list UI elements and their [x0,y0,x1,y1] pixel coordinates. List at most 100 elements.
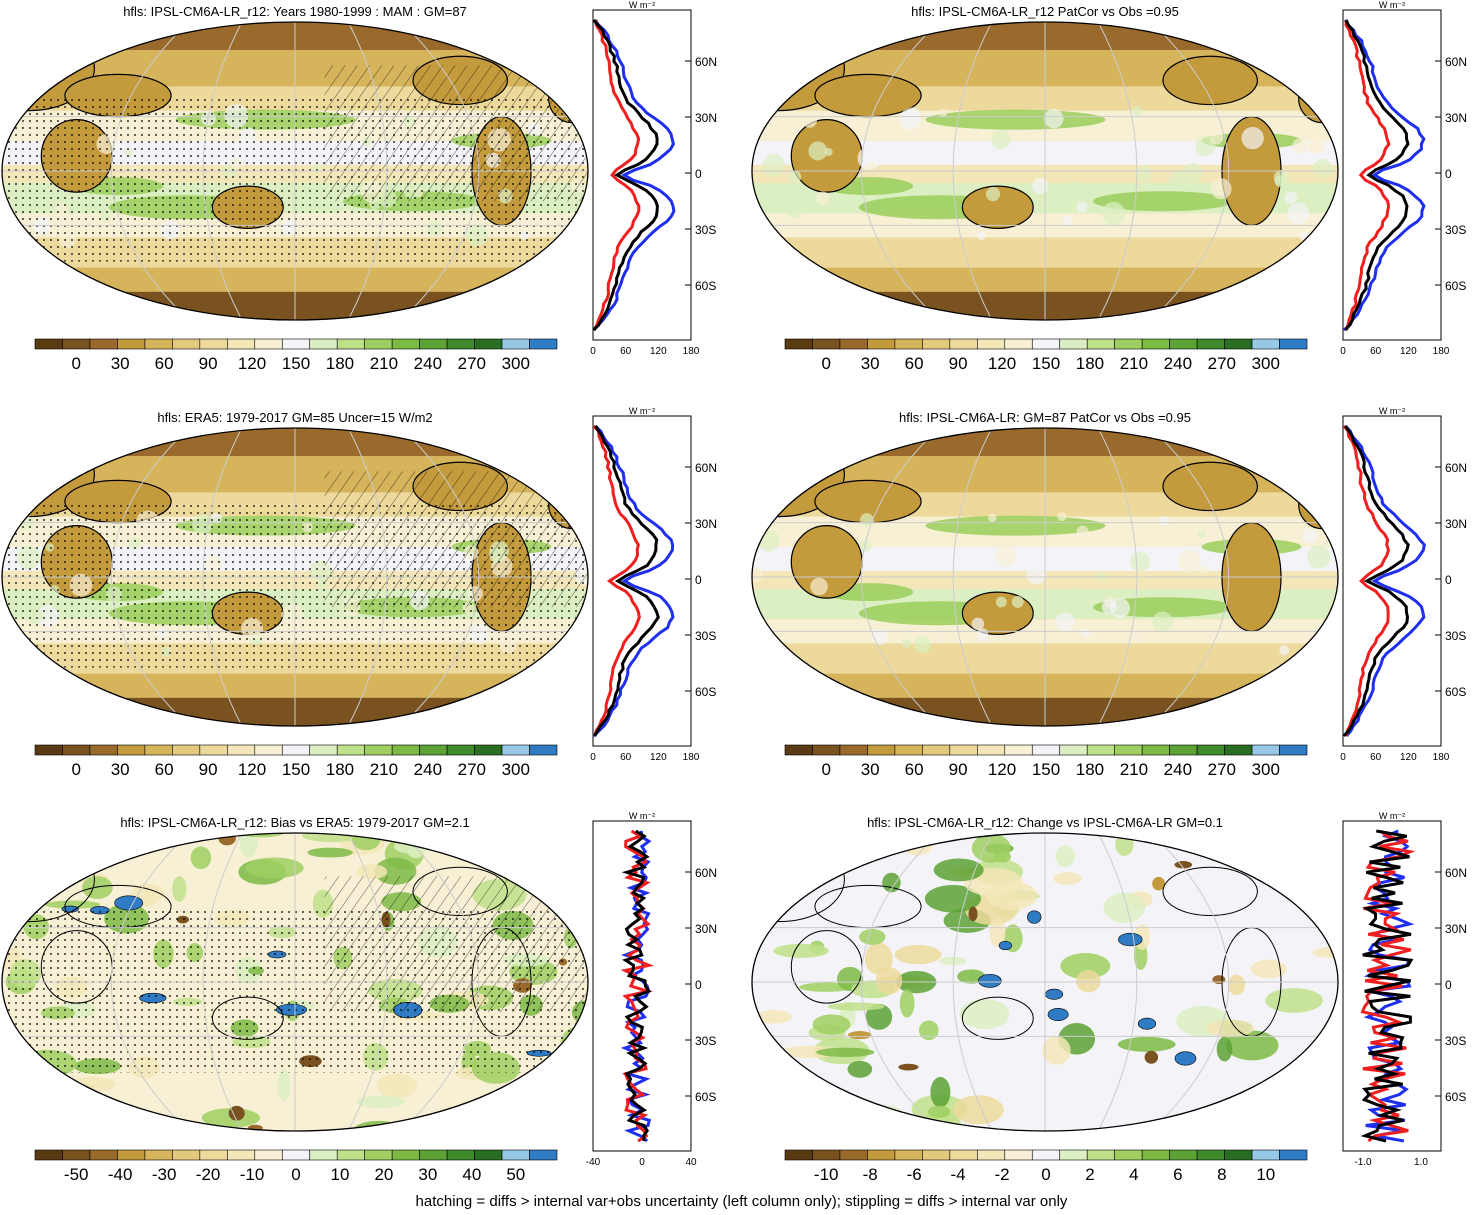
lat-label: 0 [695,978,702,992]
lat-label: 60N [695,866,717,880]
lat-label: 0 [1445,978,1452,992]
colorbar-tick-label: 30 [861,760,880,779]
panel-title: hfls: IPSL-CM6A-LR_r12 PatCor vs Obs =0.… [911,4,1179,19]
lat-label: 30N [1445,111,1467,125]
lat-label: 0 [1445,167,1452,181]
colorbar-tick-label: 120 [988,354,1016,373]
lat-label: 30S [695,629,716,643]
colorbar-tick-label: 2 [1085,1165,1094,1184]
profile-x-tick: 60 [1370,752,1382,763]
colorbar-tick-label: -40 [108,1165,133,1184]
colorbar-tick-label: 4 [1129,1165,1138,1184]
lat-label: 30S [1445,1034,1466,1048]
profile-units: W m⁻² [629,811,655,821]
lat-label: 60N [1445,866,1467,880]
colorbar-tick-label: 60 [905,354,924,373]
colorbar-tick-label: 10 [1256,1165,1275,1184]
colorbar-tick-label: 210 [1120,760,1148,779]
colorbar-tick-label: -50 [64,1165,89,1184]
colorbar: -10 -8 -6 -4 -2 0 2 4 6 8 10 [784,1149,1308,1184]
colorbar-tick-label: 50 [506,1165,525,1184]
colorbar-tick-label: 150 [282,760,310,779]
profile-units: W m⁻² [1379,811,1405,821]
colorbar-tick-label: 90 [949,354,968,373]
colorbar-tick-label: 60 [155,354,174,373]
lat-label: 30S [1445,629,1466,643]
colorbar-tick-label: 210 [370,760,398,779]
zonal-profile: W m⁻² 60N 30N 0 30S 60S 0 60 120 180 [1340,0,1467,357]
colorbar-tick-label: -8 [863,1165,878,1184]
colorbar-tick-label: 300 [1252,760,1280,779]
lat-label: 60S [695,685,716,699]
lat-label: 30N [695,922,717,936]
profile-x-tick: 60 [620,752,632,763]
profile-x-tick: 60 [1370,346,1382,357]
colorbar-tick-label: 0 [821,760,830,779]
colorbar-tick-label: 90 [199,760,218,779]
lat-label: 0 [695,573,702,587]
lat-label: 60N [695,461,717,475]
lat-label: 30N [1445,922,1467,936]
colorbar-tick-label: 300 [502,760,530,779]
profile-x-tick: 0 [1340,346,1346,357]
zonal-profile: W m⁻² 60N 30N 0 30S 60S 0 60 120 180 [590,406,717,763]
colorbar-tick-label: 270 [458,760,486,779]
colorbar-tick-label: 210 [370,354,398,373]
colorbar-tick-label: -10 [240,1165,265,1184]
lat-label: 30S [695,1034,716,1048]
colorbar-tick-label: 90 [949,760,968,779]
profile-x-tick: 120 [1400,346,1417,357]
lat-label: 30S [1445,223,1466,237]
lat-label: 30N [695,111,717,125]
colorbar-tick-label: 150 [1032,354,1060,373]
colorbar-tick-label: 300 [1252,354,1280,373]
colorbar-tick-label: 300 [502,354,530,373]
colorbar-tick-label: 60 [155,760,174,779]
colorbar-tick-label: 0 [71,354,80,373]
profile-x-tick: 0 [590,346,596,357]
colorbar-tick-label: 240 [1164,354,1192,373]
lat-label: 60S [1445,1090,1466,1104]
profile-x-tick: 60 [620,346,632,357]
zonal-profile: W m⁻² 60N 30N 0 30S 60S 0 60 120 180 [590,0,717,357]
colorbar-tick-label: 30 [418,1165,437,1184]
profile-x-tick: 180 [683,346,700,357]
profile-units: W m⁻² [1379,0,1405,10]
colorbar-tick-label: 210 [1120,354,1148,373]
footnote: hatching = diffs > internal var+obs unce… [415,1193,1068,1210]
profile-x-tick: 1.0 [1414,1157,1428,1168]
colorbar-tick-label: 0 [71,760,80,779]
profile-x-tick: 0 [639,1157,645,1168]
colorbar-tick-label: 40 [462,1165,481,1184]
colorbar-tick-label: -10 [814,1165,839,1184]
colorbar-tick-label: 0 [1041,1165,1050,1184]
lat-label: 0 [1445,573,1452,587]
panel-title: hfls: IPSL-CM6A-LR: GM=87 PatCor vs Obs … [899,410,1191,425]
lat-label: 30S [695,223,716,237]
colorbar-tick-label: 30 [861,354,880,373]
colorbar-tick-label: 120 [238,760,266,779]
colorbar-tick-label: 180 [1076,760,1104,779]
lat-label: 0 [695,167,702,181]
lat-label: 60N [1445,461,1467,475]
profile-x-tick: 180 [683,752,700,763]
colorbar-tick-label: 20 [374,1165,393,1184]
colorbar-tick-label: 0 [821,354,830,373]
colorbar: 0 30 60 90 120 150 180 210 240 270 300 [34,338,558,373]
lat-label: 60S [1445,279,1466,293]
colorbar-tick-label: 0 [291,1165,300,1184]
colorbar-tick-label: 10 [330,1165,349,1184]
profile-units: W m⁻² [1379,406,1405,416]
colorbar: -50 -40 -30 -20 -10 0 10 20 30 40 50 [34,1149,558,1184]
colorbar-tick-label: 6 [1173,1165,1182,1184]
lat-label: 30N [1445,517,1467,531]
colorbar-tick-label: 240 [414,760,442,779]
colorbar-tick-label: -20 [196,1165,221,1184]
colorbar-tick-label: 150 [1032,760,1060,779]
profile-x-tick: 180 [1433,752,1450,763]
colorbar-tick-label: 240 [414,354,442,373]
